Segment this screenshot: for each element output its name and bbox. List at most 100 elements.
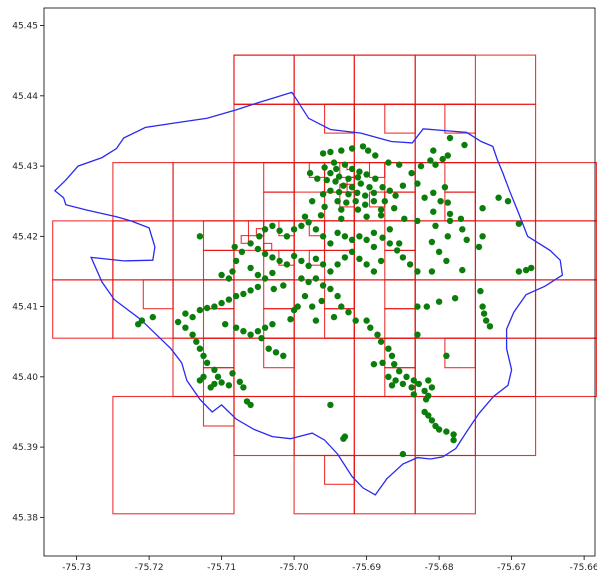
scatter-point bbox=[196, 233, 204, 240]
scatter-point bbox=[317, 212, 325, 219]
scatter-point bbox=[232, 324, 240, 331]
grid-cell bbox=[263, 337, 295, 369]
scatter-point bbox=[333, 165, 340, 173]
scatter-point bbox=[379, 184, 386, 191]
scatter-point bbox=[280, 352, 287, 359]
scatter-point bbox=[305, 219, 312, 226]
scatter-point bbox=[318, 297, 325, 305]
scatter-point bbox=[211, 303, 218, 310]
scatter-point bbox=[240, 328, 247, 335]
scatter-point bbox=[247, 264, 254, 272]
grid-cell bbox=[52, 279, 114, 339]
scatter-point bbox=[377, 257, 385, 265]
scatter-point bbox=[370, 361, 378, 368]
scatter-point bbox=[256, 233, 263, 240]
y-tick-label: 45.41 bbox=[12, 303, 38, 313]
scatter-point bbox=[362, 192, 369, 199]
scatter-point bbox=[483, 317, 490, 324]
scatter-point bbox=[240, 290, 247, 298]
grid-cell bbox=[293, 395, 355, 457]
scatter-point bbox=[196, 377, 204, 384]
grid-cell bbox=[308, 249, 326, 266]
grid-cell bbox=[474, 103, 537, 164]
x-tick-label: -75.66 bbox=[570, 563, 597, 573]
scatter-point bbox=[432, 222, 439, 229]
scatter-point bbox=[364, 147, 372, 154]
y-tick-label: 45.45 bbox=[12, 22, 38, 32]
grid-cell bbox=[368, 162, 386, 178]
y-tick-label: 45.43 bbox=[12, 162, 38, 172]
scatter-point bbox=[385, 373, 392, 380]
grid-cell bbox=[353, 454, 416, 515]
scatter-point bbox=[425, 412, 432, 419]
scatter-point bbox=[393, 247, 401, 254]
scatter-point bbox=[410, 391, 417, 398]
scatter-point bbox=[247, 401, 254, 409]
scatter-point bbox=[189, 331, 196, 338]
grid-cell bbox=[263, 162, 295, 193]
scatter-point bbox=[327, 148, 334, 156]
scatter-point bbox=[386, 226, 393, 233]
scatter-point bbox=[231, 243, 238, 251]
scatter-point bbox=[363, 213, 370, 220]
scatter-point bbox=[270, 285, 277, 293]
scatter-point bbox=[372, 152, 379, 159]
y-tick-label: 45.44 bbox=[12, 92, 38, 102]
city-boundary-line bbox=[53, 91, 564, 496]
scatter-point bbox=[327, 169, 334, 177]
y-tick-label: 45.42 bbox=[12, 232, 38, 242]
grid-cell bbox=[202, 395, 235, 427]
scatter-point bbox=[354, 189, 361, 196]
scatter-point bbox=[379, 234, 386, 241]
scatter-point bbox=[312, 226, 320, 233]
scatter-point bbox=[475, 243, 483, 251]
scatter-point bbox=[334, 198, 341, 205]
scatter-point bbox=[203, 359, 211, 366]
scatter-point bbox=[515, 268, 523, 275]
scatter-point bbox=[406, 261, 414, 268]
grid-cell bbox=[293, 54, 355, 105]
scatter-point bbox=[522, 266, 530, 274]
scatter-point bbox=[401, 215, 408, 222]
scatter-point bbox=[298, 275, 305, 282]
scatter-point bbox=[399, 182, 407, 189]
scatter-point bbox=[348, 145, 356, 152]
scatter-point bbox=[200, 352, 207, 359]
scatter-point bbox=[486, 323, 494, 330]
scatter-point bbox=[386, 187, 393, 194]
scatter-point bbox=[370, 198, 378, 205]
scatter-point bbox=[338, 215, 345, 222]
grid-cell bbox=[474, 162, 537, 222]
scatter-point bbox=[272, 349, 280, 356]
scatter-point bbox=[261, 250, 269, 258]
x-tick-label: -75.69 bbox=[352, 563, 381, 573]
scatter-point bbox=[443, 257, 450, 265]
scatter-point bbox=[254, 271, 262, 279]
scatter-point bbox=[283, 233, 291, 240]
scatter-point bbox=[306, 169, 314, 177]
scatter-point bbox=[446, 134, 454, 142]
scatter-point bbox=[414, 268, 421, 275]
scatter-point bbox=[408, 384, 415, 391]
scatter-point bbox=[254, 328, 262, 335]
scatter-point bbox=[414, 180, 421, 187]
scatter-point bbox=[439, 155, 446, 163]
scatter-point bbox=[461, 141, 468, 149]
scatter-point bbox=[348, 248, 356, 255]
scatter-point bbox=[305, 262, 312, 269]
y-tick-label: 45.40 bbox=[12, 373, 38, 383]
scatter-point bbox=[341, 233, 349, 240]
grid-cell bbox=[263, 191, 295, 222]
grid-cell bbox=[444, 337, 476, 369]
scatter-point bbox=[414, 331, 421, 338]
scatter-point bbox=[356, 255, 363, 262]
scatter-point bbox=[225, 382, 233, 389]
scatter-point bbox=[225, 275, 233, 282]
scatter-point bbox=[446, 210, 454, 218]
scatter-point bbox=[388, 382, 396, 389]
scatter-point bbox=[196, 306, 204, 314]
scatter-point bbox=[323, 176, 330, 184]
scatter-point bbox=[359, 143, 367, 150]
scatter-point bbox=[415, 380, 422, 388]
scatter-point bbox=[280, 282, 287, 289]
